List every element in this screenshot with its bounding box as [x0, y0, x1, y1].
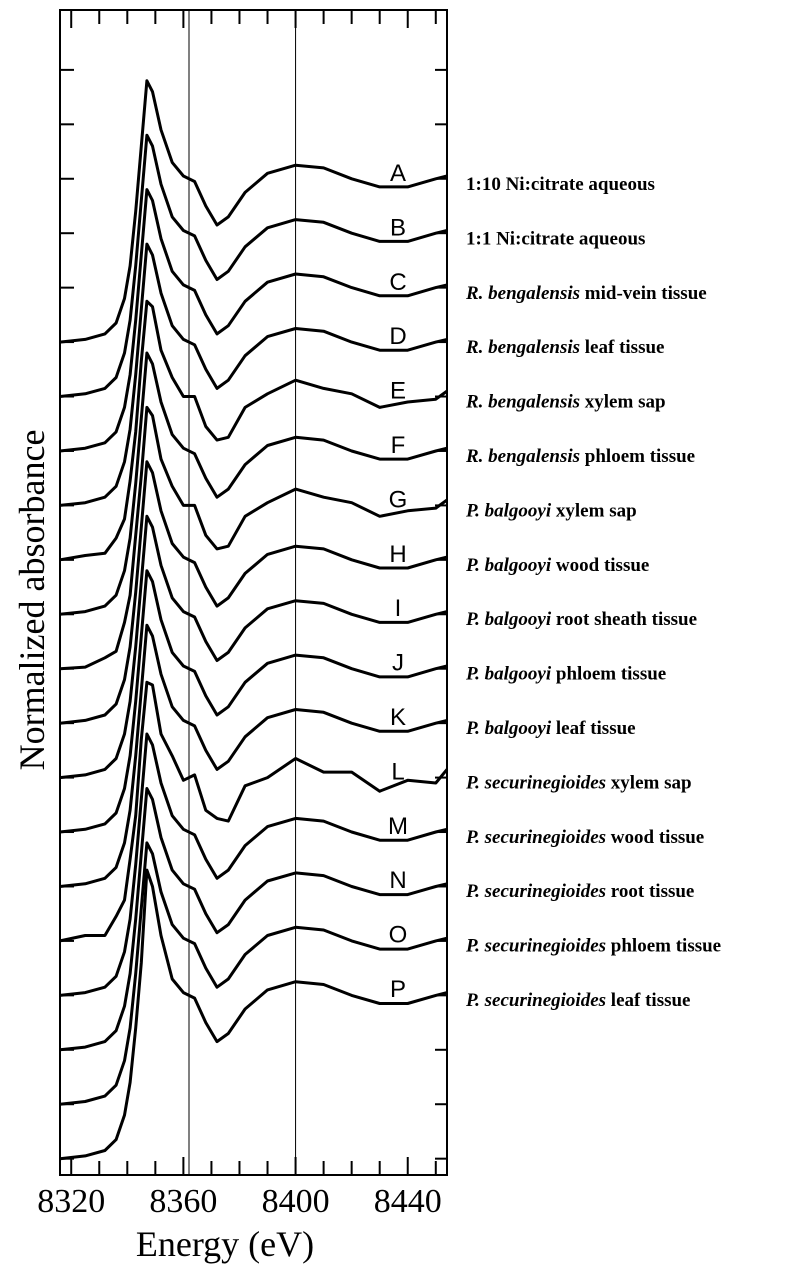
spectrum-line: [59, 569, 448, 834]
series-letter: C: [389, 269, 406, 296]
series-description: P. balgooyi phloem tissue: [465, 664, 666, 685]
description-part: P. securinegioides: [465, 881, 606, 902]
series-description: P. securinegioides root tissue: [465, 881, 694, 902]
spectrum-line: [59, 514, 448, 780]
series-letter: D: [389, 323, 406, 350]
description-part: xylem sap: [606, 772, 692, 793]
x-tick-label: 8360: [149, 1183, 217, 1220]
description-part: P. balgooyi: [465, 664, 552, 685]
description-part: wood tissue: [551, 555, 649, 576]
spectrum-line: [59, 732, 448, 997]
description-part: leaf tissue: [580, 337, 664, 358]
x-axis-label: Energy (eV): [136, 1224, 314, 1264]
series-description: R. bengalensis leaf tissue: [465, 337, 664, 358]
description-part: P. securinegioides: [465, 936, 606, 957]
series-description: P. securinegioides wood tissue: [465, 827, 704, 848]
x-tick-label: 8320: [37, 1183, 105, 1220]
series-letter: A: [390, 160, 406, 187]
series-description: P. balgooyi root sheath tissue: [465, 609, 697, 630]
description-part: 1:1 Ni:citrate aqueous: [466, 228, 645, 249]
series-letter: J: [392, 650, 404, 677]
description-part: xylem sap: [551, 500, 637, 521]
description-part: P. balgooyi: [465, 500, 552, 521]
description-part: R. bengalensis: [465, 283, 580, 304]
description-part: leaf tissue: [606, 990, 690, 1011]
description-part: phloem tissue: [606, 936, 721, 957]
series-description: P. securinegioides xylem sap: [465, 772, 692, 793]
description-part: P. securinegioides: [465, 990, 606, 1011]
description-part: phloem tissue: [551, 664, 666, 685]
series-description: P. balgooyi xylem sap: [465, 500, 637, 521]
description-part: P. balgooyi: [465, 555, 552, 576]
series-letter: E: [390, 378, 406, 405]
spectrum-line: [59, 79, 448, 344]
series-letter: K: [390, 704, 406, 731]
series-letter: L: [391, 758, 404, 785]
series-description: 1:10 Ni:citrate aqueous: [466, 174, 655, 195]
series-letter: B: [390, 214, 406, 241]
y-axis-label: Normalized absorbance: [12, 430, 52, 771]
description-part: P. securinegioides: [465, 827, 606, 848]
series-letter: M: [388, 813, 408, 840]
description-part: 1:10 Ni:citrate aqueous: [466, 174, 655, 195]
spectrum-line: [59, 133, 448, 398]
series-description: R. bengalensis mid-vein tissue: [465, 283, 707, 304]
spectrum-line: [59, 351, 448, 616]
description-part: leaf tissue: [551, 718, 635, 739]
series-description: R. bengalensis phloem tissue: [465, 446, 695, 467]
spectrum-line: [59, 405, 448, 671]
spectrum-line: [59, 299, 448, 562]
series-letter: G: [389, 486, 408, 513]
plot-frame: [59, 9, 448, 1176]
description-part: P. balgooyi: [465, 718, 552, 739]
description-part: R. bengalensis: [465, 337, 580, 358]
description-part: R. bengalensis: [465, 392, 580, 413]
description-part: phloem tissue: [580, 446, 695, 467]
spectrum-line: [59, 868, 448, 1161]
description-part: wood tissue: [606, 827, 704, 848]
spectrum-line: [59, 623, 448, 888]
spectrum-line: [59, 787, 448, 1052]
spectrum-line: [59, 460, 448, 725]
series-description: P. balgooyi wood tissue: [465, 555, 649, 576]
series-description: P. securinegioides leaf tissue: [465, 990, 690, 1011]
x-tick-label: 8440: [374, 1183, 442, 1220]
description-part: P. balgooyi: [465, 609, 552, 630]
series-letter: I: [395, 595, 402, 622]
series-letter: O: [389, 922, 408, 949]
series-description: R. bengalensis xylem sap: [465, 392, 666, 413]
series-letter: P: [390, 976, 406, 1003]
x-tick-label: 8400: [262, 1183, 330, 1220]
spectrum-line: [59, 841, 448, 1106]
description-part: xylem sap: [580, 392, 666, 413]
description-part: root sheath tissue: [551, 609, 697, 630]
series-letter: N: [389, 867, 406, 894]
description-part: R. bengalensis: [465, 446, 580, 467]
series-letter: H: [389, 541, 406, 568]
spectrum-line: [59, 680, 449, 943]
spectrum-line: [59, 188, 448, 453]
series-description: 1:1 Ni:citrate aqueous: [466, 228, 645, 249]
series-letter: F: [391, 432, 406, 459]
description-part: root tissue: [606, 881, 694, 902]
series-description: P. securinegioides phloem tissue: [465, 936, 721, 957]
description-part: P. securinegioides: [465, 772, 606, 793]
spectrum-line: [59, 242, 448, 507]
series-description: P. balgooyi leaf tissue: [465, 718, 636, 739]
description-part: mid-vein tissue: [580, 283, 707, 304]
